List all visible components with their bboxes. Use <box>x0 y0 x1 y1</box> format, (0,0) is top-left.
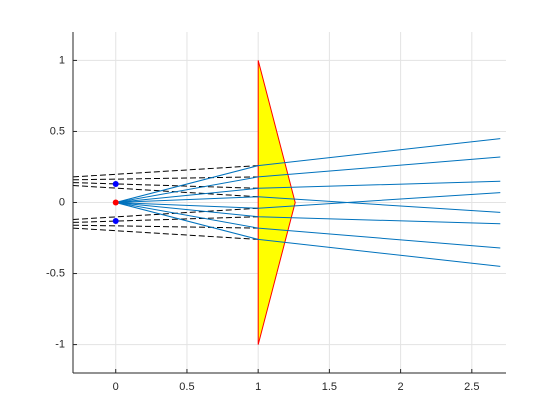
ray <box>115 202 501 267</box>
y-tick-label: 0 <box>59 196 65 208</box>
y-tick-label: -1 <box>55 338 65 350</box>
y-tick-label: 1 <box>59 54 65 66</box>
ray <box>115 192 501 209</box>
ray <box>72 185 259 198</box>
ray <box>115 180 501 203</box>
x-tick-label: 1.5 <box>322 381 337 393</box>
ray <box>72 182 259 189</box>
x-tick-label: 0.5 <box>179 381 194 393</box>
point <box>112 181 119 188</box>
x-tick-label: 0 <box>113 381 119 393</box>
point <box>112 217 119 224</box>
x-tick-label: 1 <box>255 381 261 393</box>
y-tick-label: -0.5 <box>46 267 65 279</box>
x-tick-label: 2.5 <box>464 381 479 393</box>
ray <box>72 176 259 181</box>
ray <box>72 224 259 229</box>
ray <box>72 207 259 220</box>
lens <box>257 60 296 345</box>
ray <box>72 165 259 178</box>
ray <box>72 227 259 240</box>
y-tick-label: 0.5 <box>50 125 65 137</box>
x-tick-label: 2 <box>398 381 404 393</box>
point <box>112 199 119 206</box>
ray <box>115 202 501 249</box>
ray <box>72 216 259 223</box>
ray <box>115 156 501 203</box>
ray <box>115 202 501 225</box>
ray <box>115 138 501 203</box>
ray <box>115 196 501 213</box>
